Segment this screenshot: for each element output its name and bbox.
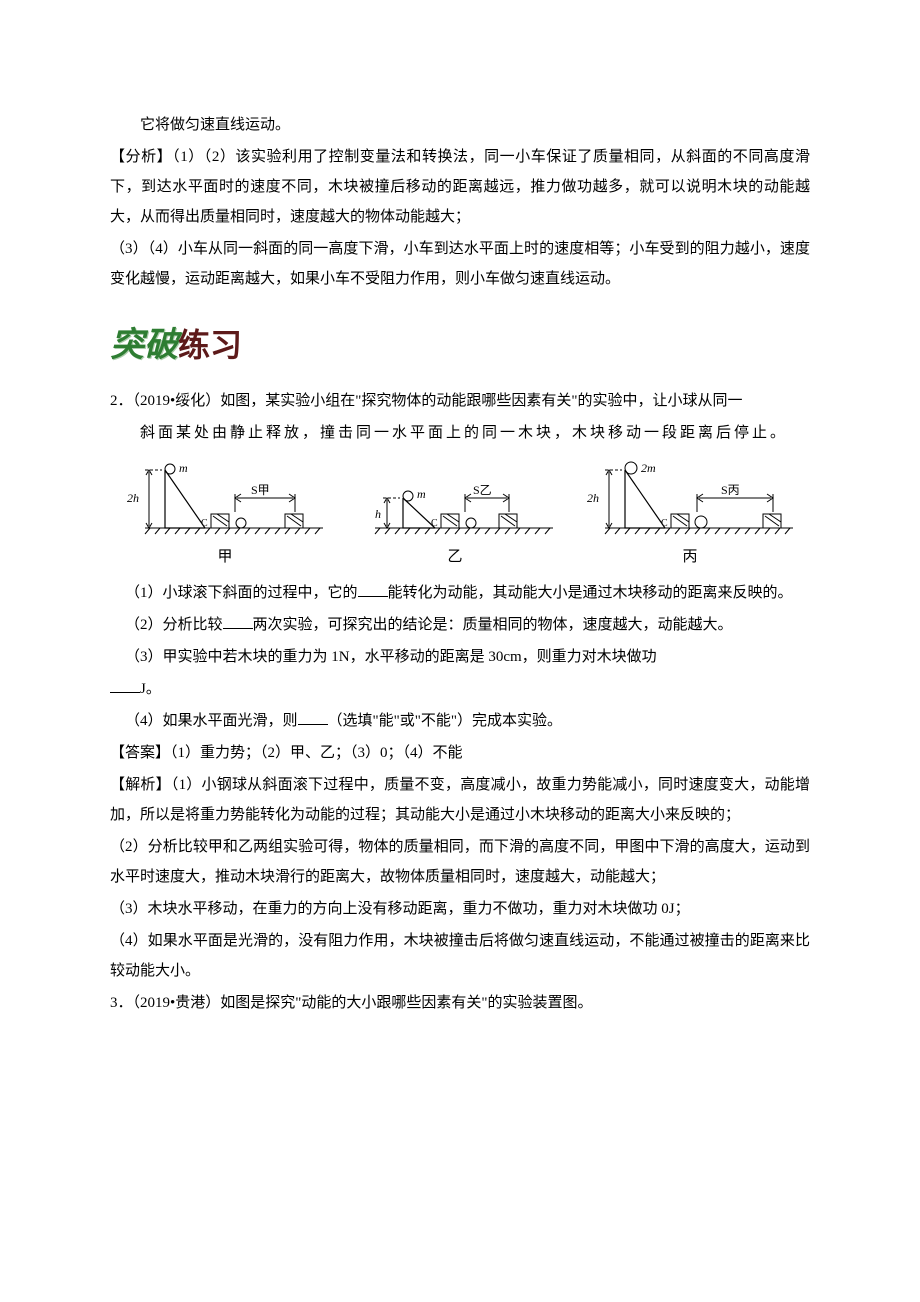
analysis-label: 【分析】 [110, 149, 172, 165]
q2-stem-text: 如图，某实验小组在"探究物体的动能跟哪些因素有关"的实验中，让小球从同一 [220, 393, 742, 409]
height-label-1: h [375, 507, 381, 521]
height-label-2: 2h [587, 491, 599, 505]
q2-figure: m 2h C S甲 甲 m [110, 458, 810, 572]
q3-stem-text: 如图是探究"动能的大小跟哪些因素有关"的实验装置图。 [220, 995, 592, 1011]
diagram-2: 2m 2h C S丙 [585, 458, 795, 540]
q2-p4b: （选填"能"或"不能"）完成本实验。 [328, 713, 563, 729]
diagram-1: m h C S乙 [355, 458, 555, 540]
q2-p4a: （4）如果水平面光滑，则 [125, 713, 298, 729]
height-label-0: 2h [127, 491, 139, 505]
svg-text:C: C [661, 518, 668, 529]
q2-part3-unit: J。 [110, 674, 810, 704]
explain-1-text: （1）小钢球从斜面滚下过程中，质量不变，高度减小，故重力势能减小，同时速度变大，… [110, 777, 810, 823]
q3-stem: 3．（2019•贵港）如图是探究"动能的大小跟哪些因素有关"的实验装置图。 [110, 988, 810, 1018]
svg-text:C: C [201, 518, 208, 529]
analysis-12: 【分析】（1）（2）该实验利用了控制变量法和转换法，同一小车保证了质量相同，从斜… [110, 142, 810, 232]
sublabel-1: 乙 [355, 542, 555, 572]
q2-stem: 2．（2019•绥化）如图，某实验小组在"探究物体的动能跟哪些因素有关"的实验中… [110, 386, 810, 416]
q2-part2: （2）分析比较 两次实验，可探究出的结论是：质量相同的物体，速度越大，动能越大。 [110, 610, 810, 640]
dist-label-0: S甲 [251, 483, 270, 497]
subfig-0: m 2h C S甲 甲 [125, 458, 325, 572]
subfig-2: 2m 2h C S丙 丙 [585, 458, 795, 572]
answer-text: （1）重力势；（2）甲、乙；（3）0；（4）不能 [170, 745, 463, 761]
sublabel-2: 丙 [585, 542, 795, 572]
answer-label: 【答案】 [110, 745, 170, 761]
q3-source: （2019•贵港） [133, 995, 221, 1011]
q2-p2b: 两次实验，可探究出的结论是：质量相同的物体，速度越大，动能越大。 [253, 617, 733, 633]
q2-part4: （4）如果水平面光滑，则 （选填"能"或"不能"）完成本实验。 [110, 706, 810, 736]
q2-p3-unit: J。 [140, 681, 161, 697]
top-line-0: 它将做匀速直线运动。 [110, 110, 810, 140]
q2-p1b: 能转化为动能，其动能大小是通过木块移动的距离来反映的。 [388, 585, 793, 601]
q2-explain-3: （3）木块水平移动，在重力的方向上没有移动距离，重力不做功，重力对木块做功 0J… [110, 894, 810, 924]
mass-label-2: 2m [641, 461, 656, 475]
q2-number: 2． [110, 393, 133, 409]
sublabel-0: 甲 [125, 542, 325, 572]
mass-label-1: m [417, 487, 426, 501]
heading-word-1: 突破 [110, 327, 178, 364]
q2-explain-1: 【解析】（1）小钢球从斜面滚下过程中，质量不变，高度减小，故重力势能减小，同时速… [110, 770, 810, 830]
mass-label-0: m [179, 461, 188, 475]
q2-stem-cont: 斜面某处由静止释放，撞击同一水平面上的同一木块，木块移动一段距离后停止。 [110, 418, 810, 448]
q2-p2a: （2）分析比较 [125, 617, 223, 633]
explain-label: 【解析】 [110, 777, 171, 793]
blank-1 [358, 582, 388, 597]
section-heading: 突破练习 [110, 312, 810, 380]
analysis-34: （3）（4）小车从同一斜面的同一高度下滑，小车到达水平面上时的速度相等；小车受到… [110, 234, 810, 294]
q2-part3: （3）甲实验中若木块的重力为 1N，水平移动的距离是 30cm，则重力对木块做功 [110, 642, 810, 672]
q2-source: （2019•绥化） [133, 393, 221, 409]
heading-word-2: 练习 [178, 327, 242, 363]
subfig-1: m h C S乙 乙 [355, 458, 555, 572]
blank-4 [298, 710, 328, 725]
q2-p1a: （1）小球滚下斜面的过程中，它的 [125, 585, 358, 601]
blank-3 [110, 678, 140, 693]
dist-label-1: S乙 [473, 483, 492, 497]
svg-text:C: C [431, 518, 438, 529]
diagram-0: m 2h C S甲 [125, 458, 325, 540]
q2-answer: 【答案】（1）重力势；（2）甲、乙；（3）0；（4）不能 [110, 738, 810, 768]
q3-number: 3． [110, 995, 133, 1011]
q2-part1: （1）小球滚下斜面的过程中，它的 能转化为动能，其动能大小是通过木块移动的距离来反… [110, 578, 810, 608]
blank-2 [223, 614, 253, 629]
analysis-12-text: （1）（2）该实验利用了控制变量法和转换法，同一小车保证了质量相同，从斜面的不同… [110, 149, 810, 225]
q2-explain-2: （2）分析比较甲和乙两组实验可得，物体的质量相同，而下滑的高度不同，甲图中下滑的… [110, 832, 810, 892]
q2-explain-4: （4）如果水平面是光滑的，没有阻力作用，木块被撞击后将做匀速直线运动，不能通过被… [110, 926, 810, 986]
dist-label-2: S丙 [721, 483, 740, 497]
